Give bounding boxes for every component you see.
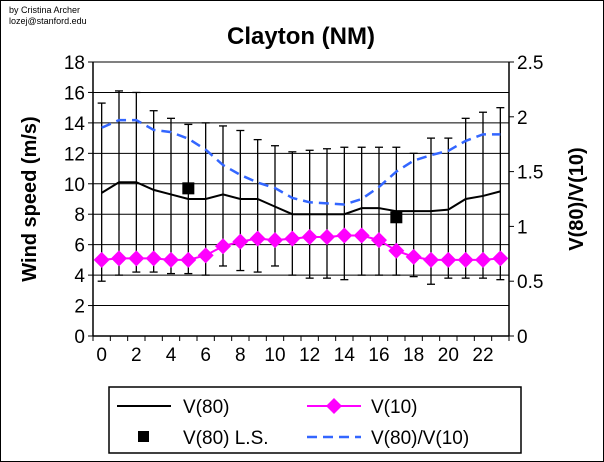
- y2-tick-label: 2.5: [517, 53, 543, 74]
- series-v80-line: [101, 181, 501, 216]
- x-tick-label: 8: [235, 345, 246, 366]
- v10-marker: [93, 251, 110, 268]
- v10-marker: [232, 233, 249, 250]
- legend-label: V(80) L.S.: [183, 428, 269, 449]
- x-tick-label: 4: [166, 345, 177, 366]
- legend-label: V(80): [183, 397, 229, 418]
- y2-tick-label: 2: [517, 108, 528, 129]
- y-axis-label: Wind speed (m/s): [19, 116, 41, 281]
- ls-marker: [390, 211, 403, 224]
- y-tick-label: 12: [64, 144, 85, 165]
- y2-tick-label: 0.5: [517, 272, 543, 293]
- v10-marker: [197, 247, 214, 264]
- legend-label: V(80)/V(10): [371, 428, 469, 449]
- legend-v10-marker: [326, 398, 342, 414]
- v10-marker: [163, 251, 179, 268]
- v10-marker: [267, 232, 283, 249]
- y2-tick-label: 0: [517, 327, 528, 348]
- v10-marker: [284, 230, 301, 247]
- legend-box: [108, 386, 522, 454]
- y-tick-label: 6: [74, 236, 85, 257]
- v10-marker: [336, 227, 353, 244]
- v10-marker: [145, 250, 162, 267]
- x-tick-label: 0: [96, 345, 107, 366]
- v10-marker: [423, 251, 439, 268]
- y-tick-label: 2: [74, 297, 85, 318]
- v10-marker: [111, 250, 127, 267]
- v10-marker: [319, 229, 335, 246]
- y-tick-label: 10: [64, 175, 85, 196]
- x-tick-label: 22: [472, 345, 493, 366]
- v10-marker: [388, 242, 405, 259]
- v10-marker: [405, 248, 422, 265]
- v10-marker: [180, 251, 197, 268]
- y-tick-label: 4: [74, 266, 85, 287]
- y-tick-label: 14: [64, 114, 86, 135]
- y-tick-label: 18: [64, 53, 85, 74]
- y2-axis-label: V(80)/V(10): [566, 147, 588, 250]
- v10-marker: [371, 232, 387, 249]
- legend: V(80) V(10) V(80) L.S. V(80)/V(10): [108, 386, 522, 454]
- x-tick-label: 16: [368, 345, 389, 366]
- v10-marker: [249, 230, 266, 247]
- x-tick-label: 2: [131, 345, 142, 366]
- chart-title: Clayton (NM): [227, 23, 375, 50]
- v10-marker: [215, 238, 231, 255]
- x-tick-label: 12: [299, 345, 320, 366]
- ls-marker: [182, 182, 195, 195]
- x-tick-label: 6: [200, 345, 211, 366]
- y-tick-label: 8: [74, 205, 85, 226]
- v10-marker: [457, 251, 474, 268]
- credit-email: lozej@stanford.edu: [9, 16, 87, 26]
- series-ratio-line: [101, 118, 501, 206]
- v10-marker: [440, 251, 457, 268]
- legend-label: V(10): [371, 397, 417, 418]
- y-tick-label: 0: [74, 327, 85, 348]
- credit-author: by Cristina Archer: [9, 5, 81, 15]
- y2-tick-label: 1: [517, 217, 528, 238]
- v10-marker: [353, 227, 370, 244]
- series-v10-line: [101, 234, 501, 261]
- v10-marker: [128, 250, 145, 267]
- y-tick-label: 16: [64, 83, 85, 104]
- v10-marker: [475, 251, 491, 268]
- x-tick-label: 18: [403, 345, 424, 366]
- x-tick-label: 14: [334, 345, 356, 366]
- v10-marker: [301, 229, 318, 246]
- v10-marker: [492, 250, 509, 267]
- y2-tick-label: 1.5: [517, 163, 543, 184]
- legend-ls-swatch: [138, 431, 149, 442]
- x-tick-label: 10: [264, 345, 285, 366]
- x-tick-label: 20: [438, 345, 459, 366]
